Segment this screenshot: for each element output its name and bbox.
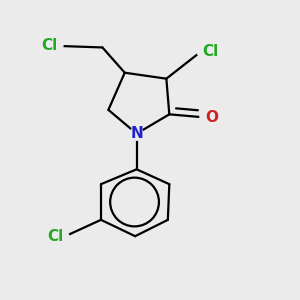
Circle shape <box>62 232 69 240</box>
Circle shape <box>56 42 63 50</box>
Text: Cl: Cl <box>42 38 58 53</box>
Text: N: N <box>130 126 143 141</box>
Text: Cl: Cl <box>202 44 218 59</box>
Circle shape <box>200 114 207 121</box>
Circle shape <box>130 127 143 140</box>
Text: O: O <box>205 110 218 125</box>
Text: Cl: Cl <box>48 229 64 244</box>
Circle shape <box>197 48 204 56</box>
